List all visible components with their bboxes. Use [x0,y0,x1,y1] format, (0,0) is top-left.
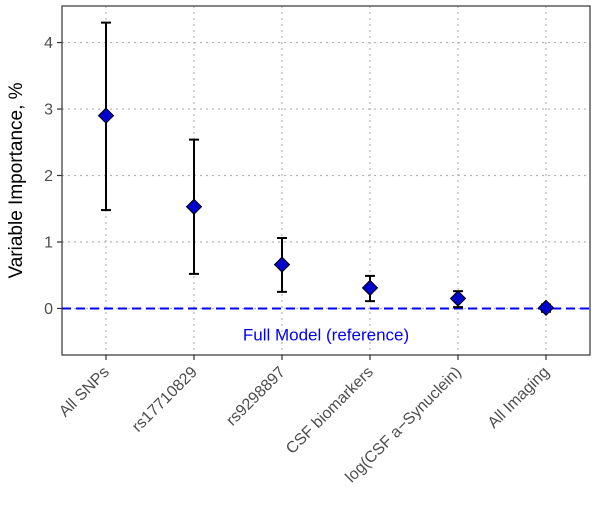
data-series [97,21,555,317]
plot-panel-border [61,5,591,356]
x-tick-label: All SNPs [56,364,113,421]
y-tick-label: 4 [44,35,53,52]
data-point-group [185,138,203,275]
data-point-diamond [449,290,467,307]
data-point-diamond [97,107,115,124]
y-axis-title: Variable Importance, % [6,82,27,278]
y-tick-label: 1 [44,234,53,251]
x-tick-label: CSF biomarkers [283,364,377,458]
y-tick-label: 3 [44,102,53,119]
data-point-diamond [537,299,555,317]
x-tick-label: rs17710829 [129,364,201,436]
data-point-group [361,274,379,303]
reference-line-label: Full Model (reference) [243,325,409,344]
data-point-diamond [185,198,203,215]
x-tick-label: All Imaging [485,364,553,432]
data-point-group [273,237,291,293]
reference-line-group: Full Model (reference) [62,307,590,344]
y-axis: 0 1 2 3 4 [44,35,62,318]
y-tick-label: 2 [44,168,53,185]
data-point-group [537,299,555,317]
y-tick-label: 0 [44,301,53,318]
data-point-group [97,21,115,212]
data-point-diamond [361,279,379,297]
grid-lines [62,6,590,355]
x-tick-label: rs9298897 [223,364,289,430]
data-point-group [449,290,467,309]
data-point-diamond [273,256,291,273]
